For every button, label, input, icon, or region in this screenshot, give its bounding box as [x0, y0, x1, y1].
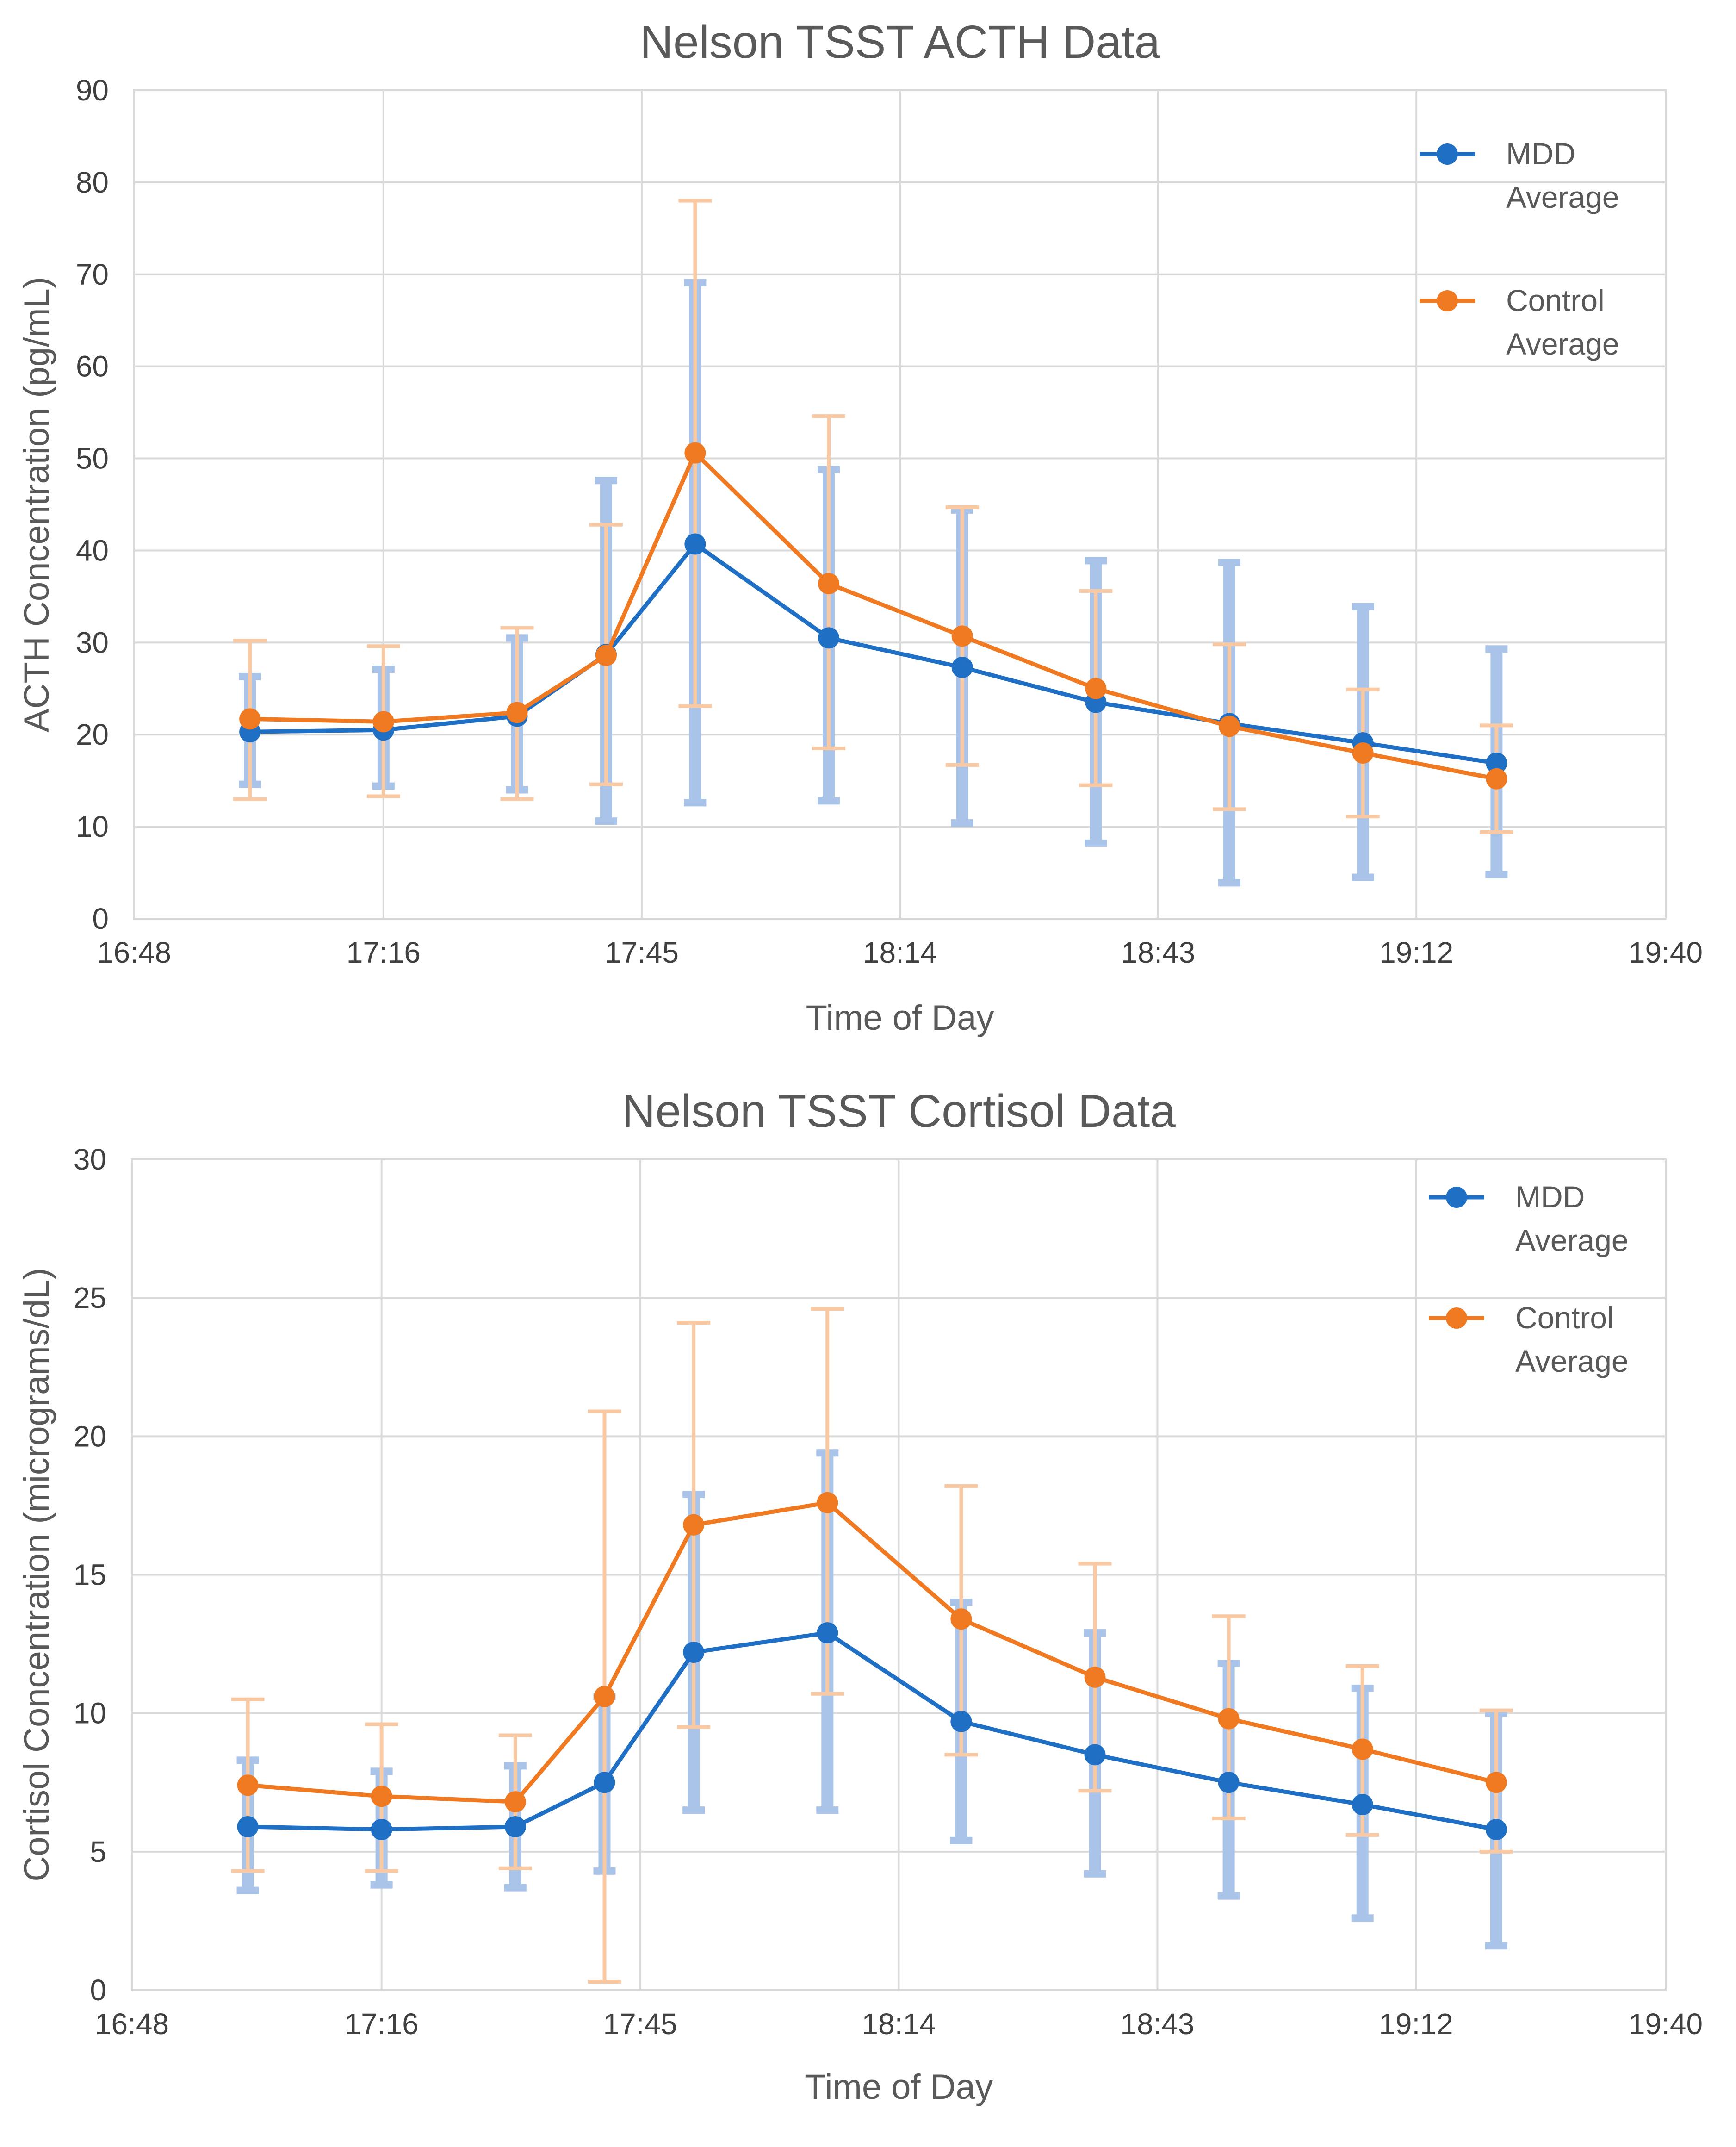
y-tick-label: 10	[76, 810, 109, 843]
y-tick-label: 40	[76, 534, 109, 567]
y-axis-label: ACTH Concentration (pg/mL)	[17, 277, 56, 732]
data-point-mdd	[371, 1818, 392, 1840]
data-point-mdd	[504, 1816, 526, 1837]
data-point-control	[684, 442, 706, 464]
y-tick-label: 0	[90, 1973, 106, 2007]
x-tick-label: 16:48	[97, 936, 171, 969]
data-point-mdd	[237, 1816, 259, 1837]
x-tick-label: 19:40	[1629, 936, 1703, 969]
data-point-control	[1486, 768, 1507, 790]
data-point-mdd	[817, 1622, 838, 1644]
y-tick-label: 20	[76, 718, 109, 751]
y-tick-label: 60	[76, 350, 109, 383]
data-point-control	[683, 1514, 705, 1536]
data-point-mdd	[684, 533, 706, 555]
data-point-control	[1218, 1708, 1240, 1730]
cortisol-chart: Nelson TSST Cortisol Data 0 5 10 15 20 25 30 16:…	[0, 1074, 1736, 2147]
y-tick-label: 0	[92, 902, 109, 935]
legend-label: MDD Average	[1506, 137, 1619, 214]
x-tick-label: 19:40	[1629, 2007, 1703, 2041]
acth-chart: Nelson TSST ACTH Data 0 10 20 30 40 50 60 70 80 90…	[0, 0, 1736, 1064]
y-tick-label: 70	[76, 258, 109, 291]
data-point-mdd	[1486, 752, 1507, 774]
data-point-control	[239, 708, 261, 730]
data-point-mdd	[818, 627, 840, 649]
legend-label: Control Average	[1515, 1301, 1629, 1378]
chart-title: Nelson TSST Cortisol Data	[622, 1085, 1176, 1137]
legend-swatch-marker	[1437, 290, 1458, 311]
x-tick-label: 18:14	[863, 936, 937, 969]
series-line-control	[248, 1500, 1497, 1804]
plot-area	[131, 1158, 1667, 1991]
y-tick-label: 30	[76, 626, 109, 659]
x-tick-label: 19:12	[1379, 936, 1453, 969]
data-point-control	[595, 645, 617, 666]
data-point-mdd	[683, 1642, 705, 1663]
y-tick-label: 10	[74, 1697, 106, 1730]
data-point-mdd	[1218, 1772, 1240, 1793]
data-point-control	[818, 573, 840, 595]
legend-swatch-marker	[1437, 143, 1458, 165]
legend-swatch-marker	[1446, 1187, 1467, 1208]
y-tick-label: 90	[76, 74, 109, 107]
y-tick-label: 5	[90, 1835, 106, 1868]
y-axis-label: Cortisol Concentration (micrograms/dL)	[17, 1268, 56, 1881]
series-line-control	[250, 451, 1497, 781]
y-tick-label: 15	[74, 1558, 106, 1592]
data-point-mdd	[1084, 1744, 1106, 1766]
x-tick-label: 17:45	[605, 936, 679, 969]
legend: MDD Average Control Average	[1420, 137, 1619, 361]
x-tick-label: 18:43	[1120, 2007, 1194, 2041]
y-tick-label: 30	[74, 1143, 106, 1176]
data-point-mdd	[951, 657, 973, 678]
plot-area	[133, 89, 1667, 920]
x-axis-label: Time of Day	[805, 2067, 993, 2107]
chart-title: Nelson TSST ACTH Data	[640, 16, 1160, 68]
y-tick-label: 80	[76, 166, 109, 199]
x-tick-label: 16:48	[95, 2007, 169, 2041]
data-point-control	[1085, 678, 1107, 699]
legend-entry: Control Average	[1420, 283, 1619, 361]
data-point-control	[594, 1686, 615, 1707]
data-point-control	[1352, 742, 1374, 764]
cortisol-chart-svg: Nelson TSST Cortisol Data 0 5 10 15 20 25 30 16:…	[17, 1085, 1703, 2107]
legend-entry: MDD Average	[1420, 137, 1619, 214]
data-point-control	[950, 1608, 972, 1630]
data-point-control	[237, 1774, 259, 1796]
data-point-control	[951, 625, 973, 647]
y-tick-label: 25	[74, 1281, 106, 1314]
data-point-mdd	[1485, 1818, 1507, 1840]
data-point-control	[504, 1791, 526, 1813]
y-tick-label: 50	[76, 442, 109, 475]
x-tick-label: 17:45	[603, 2007, 677, 2041]
data-point-control	[1485, 1772, 1507, 1793]
x-tick-label: 17:16	[347, 936, 421, 969]
acth-chart-svg: Nelson TSST ACTH Data 0 10 20 30 40 50 60 70 80 90…	[17, 16, 1703, 1038]
data-point-control	[817, 1492, 838, 1513]
x-tick-label: 17:16	[345, 2007, 419, 2041]
data-point-control	[371, 1786, 392, 1807]
series-line-mdd	[250, 542, 1497, 765]
data-point-control	[1084, 1666, 1106, 1688]
data-point-control	[1352, 1738, 1373, 1760]
x-tick-label: 18:14	[862, 2007, 936, 2041]
x-axis-label: Time of Day	[806, 998, 994, 1038]
data-point-control	[506, 702, 528, 723]
data-point-control	[372, 711, 394, 733]
legend-entry: MDD Average	[1429, 1180, 1629, 1257]
data-point-control	[1219, 716, 1240, 737]
data-point-mdd	[594, 1772, 615, 1793]
x-tick-label: 18:43	[1121, 936, 1195, 969]
legend-label: MDD Average	[1515, 1180, 1629, 1257]
legend: MDD Average Control Average	[1429, 1180, 1629, 1378]
y-tick-label: 20	[74, 1419, 106, 1453]
legend-swatch-marker	[1446, 1307, 1467, 1329]
data-point-mdd	[950, 1711, 972, 1732]
legend-entry: Control Average	[1429, 1301, 1629, 1378]
x-tick-label: 19:12	[1379, 2007, 1453, 2041]
data-point-mdd	[1352, 1794, 1373, 1816]
legend-label: Control Average	[1506, 283, 1619, 361]
